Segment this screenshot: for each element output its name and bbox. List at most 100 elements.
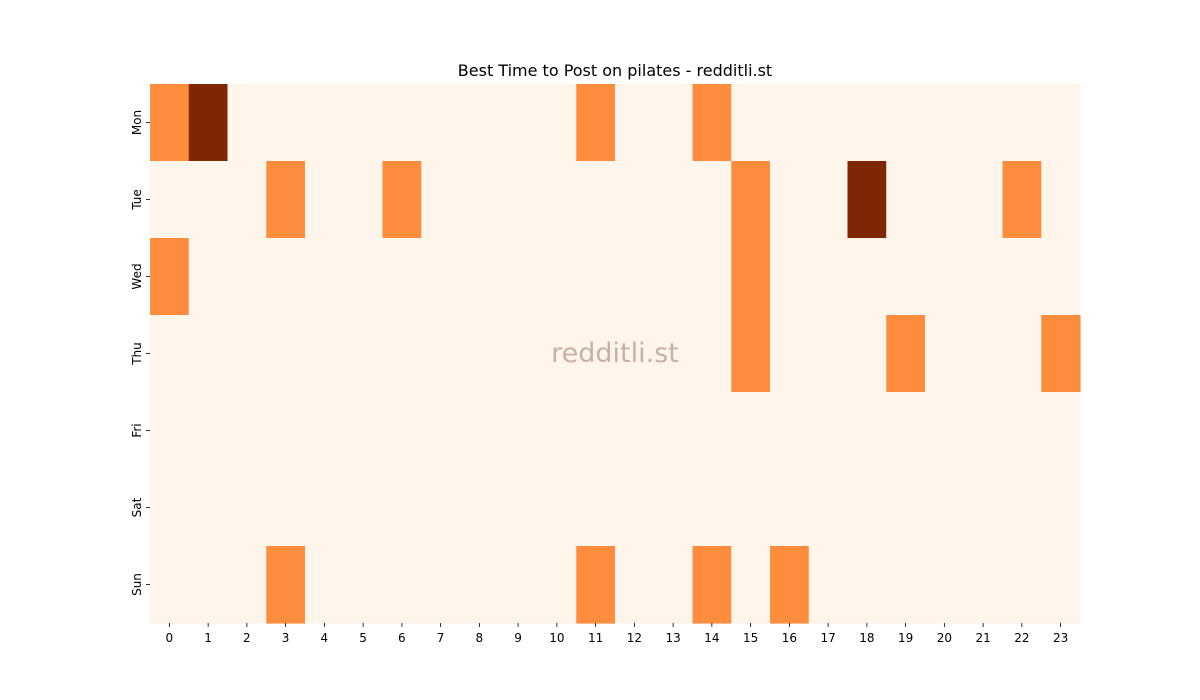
heatmap-cell-mon-5: [343, 84, 384, 162]
heatmap-cell-wed-10: [537, 238, 577, 316]
y-tick-label: Mon: [130, 110, 144, 135]
x-tick-label: 21: [975, 631, 990, 645]
heatmap-cell-tue-5: [343, 161, 384, 239]
heatmap-cell-sun-6: [382, 546, 422, 624]
y-tick-label: Thu: [130, 342, 144, 366]
heatmap-cell-mon-22: [1002, 84, 1042, 162]
heatmap-cell-thu-13: [653, 315, 694, 393]
heatmap-cell-sat-9: [498, 469, 539, 547]
heatmap-cell-mon-17: [808, 84, 849, 162]
heatmap-cell-sat-10: [537, 469, 577, 547]
heatmap-cell-tue-18: [847, 161, 887, 239]
heatmap-cell-wed-15: [731, 238, 771, 316]
heatmap-cell-sat-20: [925, 469, 965, 547]
heatmap-cell-wed-8: [460, 238, 500, 316]
heatmap-cell-wed-7: [421, 238, 461, 316]
heatmap-cell-thu-8: [460, 315, 500, 393]
heatmap-cell-fri-19: [886, 392, 926, 470]
heatmap-cell-tue-14: [692, 161, 732, 239]
heatmap-cell-sat-22: [1002, 469, 1042, 547]
heatmap-cell-thu-6: [382, 315, 422, 393]
x-tick-label: 22: [1014, 631, 1029, 645]
heatmap-cell-fri-10: [537, 392, 577, 470]
heatmap-cell-fri-21: [963, 392, 1004, 470]
heatmap-cell-sun-10: [537, 546, 577, 624]
heatmap-cell-sun-19: [886, 546, 926, 624]
heatmap-cell-fri-22: [1002, 392, 1042, 470]
heatmap-cell-sat-5: [343, 469, 384, 547]
heatmap-cell-thu-9: [498, 315, 539, 393]
heatmap-cell-sun-9: [498, 546, 539, 624]
heatmap-cell-mon-12: [615, 84, 655, 162]
heatmap-cell-sat-3: [266, 469, 306, 547]
x-tick-label: 23: [1053, 631, 1068, 645]
heatmap-cell-thu-16: [770, 315, 810, 393]
heatmap-cell-wed-6: [382, 238, 422, 316]
heatmap-cell-sat-8: [460, 469, 500, 547]
heatmap-cell-fri-7: [421, 392, 461, 470]
heatmap-cell-mon-1: [188, 84, 229, 162]
heatmap-cell-tue-1: [188, 161, 229, 239]
x-tick-label: 18: [859, 631, 874, 645]
x-tick-label: 20: [937, 631, 952, 645]
heatmap-cell-sun-5: [343, 546, 384, 624]
heatmap-cell-mon-19: [886, 84, 926, 162]
heatmap-cell-tue-22: [1002, 161, 1042, 239]
heatmap-cell-wed-13: [653, 238, 694, 316]
heatmap-cell-mon-6: [382, 84, 422, 162]
heatmap-cell-sat-23: [1041, 469, 1081, 547]
heatmap-cell-sun-8: [460, 546, 500, 624]
x-tick-label: 7: [437, 631, 445, 645]
heatmap-cell-tue-8: [460, 161, 500, 239]
heatmap-cell-fri-1: [188, 392, 229, 470]
heatmap-cell-sat-2: [227, 469, 267, 547]
heatmap-cell-thu-20: [925, 315, 965, 393]
heatmap-cell-sat-6: [382, 469, 422, 547]
y-tick-label: Sat: [130, 497, 144, 517]
heatmap-cell-sun-7: [421, 546, 461, 624]
heatmap-cell-sat-17: [808, 469, 849, 547]
heatmap-cell-thu-4: [305, 315, 345, 393]
heatmap-cell-fri-4: [305, 392, 345, 470]
heatmap-cell-thu-19: [886, 315, 926, 393]
heatmap-cell-mon-21: [963, 84, 1004, 162]
heatmap-cell-mon-15: [731, 84, 771, 162]
heatmap-cell-sat-7: [421, 469, 461, 547]
heatmap-cell-mon-0: [150, 84, 190, 162]
heatmap-cell-tue-17: [808, 161, 849, 239]
heatmap-cell-fri-6: [382, 392, 422, 470]
heatmap-cell-fri-14: [692, 392, 732, 470]
x-tick-label: 9: [514, 631, 522, 645]
x-tick-label: 4: [321, 631, 329, 645]
heatmap-cell-sat-21: [963, 469, 1004, 547]
heatmap-cell-thu-15: [731, 315, 771, 393]
heatmap-cell-sun-23: [1041, 546, 1081, 624]
heatmap-cell-fri-5: [343, 392, 384, 470]
heatmap-cell-wed-5: [343, 238, 384, 316]
heatmap-cell-wed-9: [498, 238, 539, 316]
heatmap-cell-wed-4: [305, 238, 345, 316]
heatmap-cell-sun-22: [1002, 546, 1042, 624]
heatmap-cell-mon-9: [498, 84, 539, 162]
x-tick-label: 15: [743, 631, 758, 645]
heatmap-cell-sun-16: [770, 546, 810, 624]
heatmap-cell-thu-18: [847, 315, 887, 393]
heatmap-cell-wed-22: [1002, 238, 1042, 316]
heatmap-cell-mon-4: [305, 84, 345, 162]
heatmap-cell-thu-11: [576, 315, 616, 393]
watermark: redditli.st: [551, 338, 679, 369]
heatmap-cell-mon-16: [770, 84, 810, 162]
heatmap-cell-sun-20: [925, 546, 965, 624]
heatmap-cell-mon-20: [925, 84, 965, 162]
heatmap-cell-thu-7: [421, 315, 461, 393]
heatmap-cell-sat-15: [731, 469, 771, 547]
heatmap-cell-mon-7: [421, 84, 461, 162]
heatmap-cell-wed-18: [847, 238, 887, 316]
heatmap-cell-fri-17: [808, 392, 849, 470]
heatmap-cell-thu-2: [227, 315, 267, 393]
heatmap-cell-thu-23: [1041, 315, 1081, 393]
heatmap-cell-thu-1: [188, 315, 229, 393]
heatmap-cell-wed-12: [615, 238, 655, 316]
heatmap-cell-mon-3: [266, 84, 306, 162]
